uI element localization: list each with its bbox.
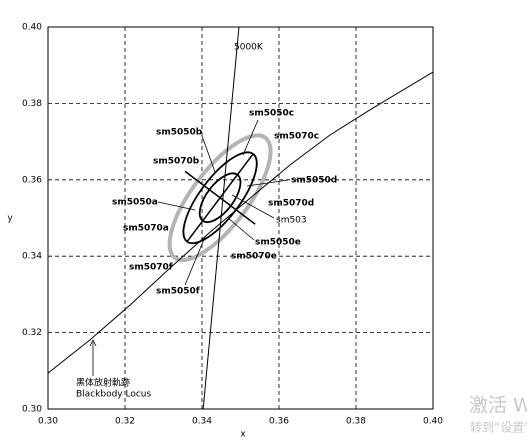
annotation: sm5050b xyxy=(156,128,203,138)
annotation: sm5070f xyxy=(129,263,173,273)
leader-line xyxy=(201,135,216,173)
x-tick-label: 0.32 xyxy=(115,417,135,427)
leader-line xyxy=(157,201,196,211)
x-tick-label: 0.34 xyxy=(192,417,212,427)
x-tick-label: 0.36 xyxy=(269,417,289,427)
annotation: sm5050e xyxy=(255,238,301,248)
watermark: 激活 W xyxy=(469,395,527,417)
y-tick-label: 0.38 xyxy=(22,99,42,109)
ellipse xyxy=(198,172,242,224)
annotation: sm5050a xyxy=(112,198,158,208)
leader-line xyxy=(242,119,259,156)
y-tick-label: 0.32 xyxy=(22,328,42,338)
annotation: sm503 xyxy=(276,216,307,226)
x-axis-label: x xyxy=(240,430,246,440)
isotherm-label: 5000K xyxy=(234,43,264,53)
x-tick-label: 0.30 xyxy=(38,417,58,427)
annotation: sm5070b xyxy=(153,157,200,167)
locus-label-cn: 黑体放射軌跡 xyxy=(76,377,130,389)
ellipse-minor-axis xyxy=(184,170,256,225)
y-tick-label: 0.34 xyxy=(22,252,42,262)
annotation: sm5070d xyxy=(268,199,314,209)
plot-frame xyxy=(47,26,434,410)
watermark: 转到“设置” xyxy=(470,420,527,435)
y-tick-label: 0.30 xyxy=(22,405,42,415)
y-tick-label: 0.36 xyxy=(22,175,42,185)
annotation: sm5050d xyxy=(291,176,337,186)
locus-label: Blackbody Locus xyxy=(76,390,151,400)
annotation: sm5050c xyxy=(249,109,294,119)
annotation: sm5070c xyxy=(274,132,319,142)
y-tick-label: 0.40 xyxy=(22,23,42,33)
leader-line xyxy=(246,179,289,187)
annotation: sm5050f xyxy=(156,287,200,297)
curve xyxy=(47,71,434,374)
x-tick-label: 0.40 xyxy=(423,417,443,427)
leader-line xyxy=(184,236,206,286)
arrow-head xyxy=(89,339,97,347)
x-tick-label: 0.38 xyxy=(346,417,366,427)
leader-line xyxy=(227,217,255,241)
annotation: sm5070a xyxy=(123,224,169,234)
curve xyxy=(202,26,240,410)
y-axis-label: y xyxy=(7,214,13,224)
leader-line xyxy=(231,194,275,219)
annotation: sm5070e xyxy=(231,252,277,262)
